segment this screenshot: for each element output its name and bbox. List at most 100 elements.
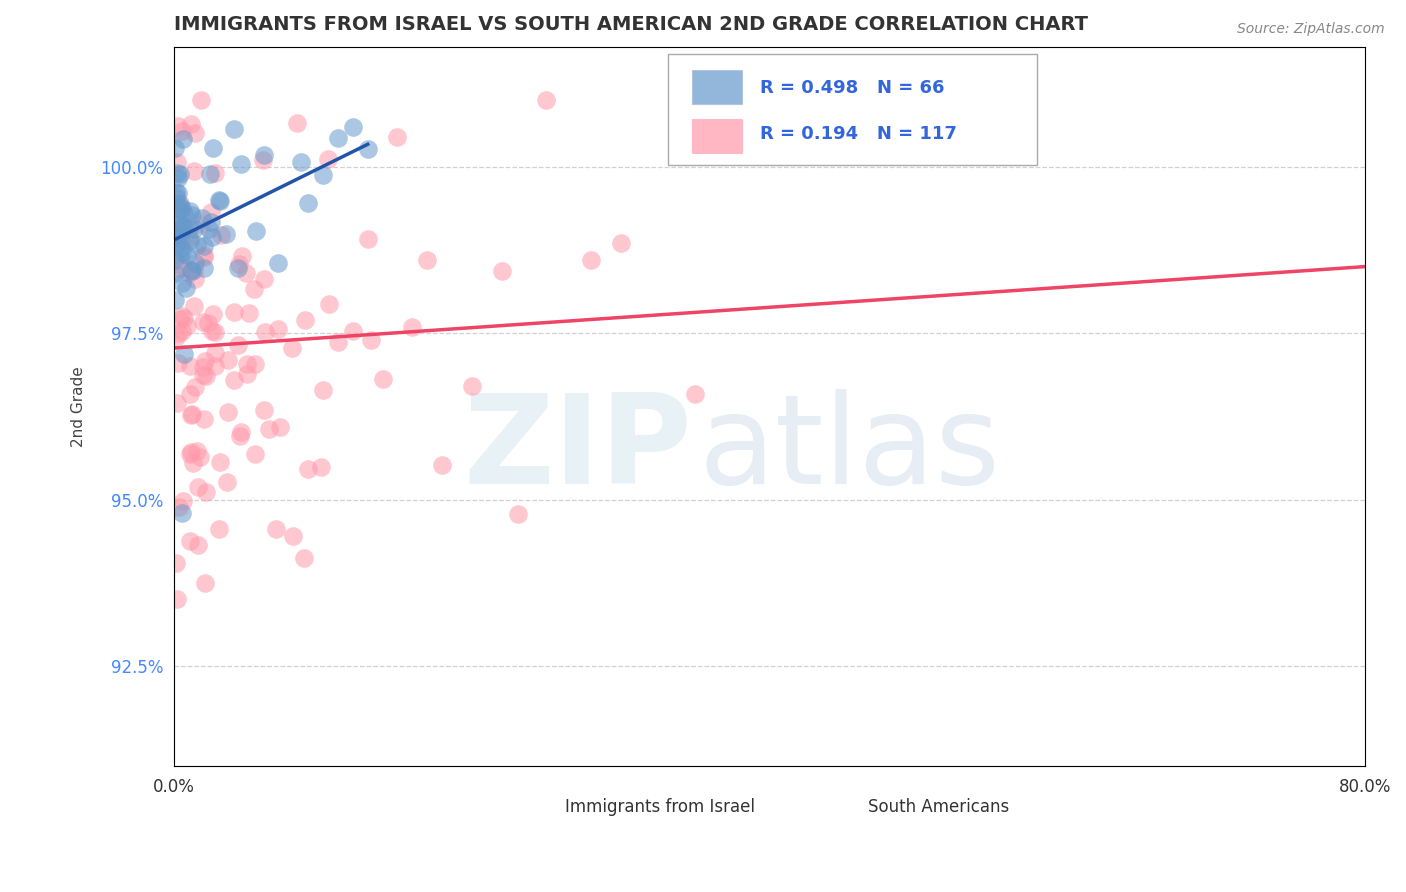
Y-axis label: 2nd Grade: 2nd Grade xyxy=(72,366,86,447)
Point xyxy=(326,334,349,349)
Point xyxy=(191,315,214,329)
Point xyxy=(167,218,190,232)
Point xyxy=(209,455,232,469)
FancyBboxPatch shape xyxy=(531,799,558,817)
Point xyxy=(202,307,225,321)
Point xyxy=(198,167,221,181)
Point xyxy=(231,249,253,263)
FancyBboxPatch shape xyxy=(668,54,1038,165)
Point xyxy=(180,408,202,422)
Point xyxy=(184,380,207,394)
Point xyxy=(224,373,246,387)
Point xyxy=(252,153,274,167)
Point xyxy=(226,260,249,275)
Point xyxy=(169,227,191,242)
Point xyxy=(297,195,319,210)
Point xyxy=(200,204,222,219)
Point xyxy=(254,326,277,340)
Point xyxy=(170,309,193,323)
Point xyxy=(179,359,201,374)
Point xyxy=(167,186,190,201)
Point xyxy=(217,353,239,368)
Point xyxy=(179,534,201,549)
Point xyxy=(191,368,214,382)
Point xyxy=(290,155,312,169)
Point xyxy=(184,126,207,140)
Point xyxy=(202,140,225,154)
Point xyxy=(283,529,305,543)
Point xyxy=(184,272,207,286)
Point xyxy=(190,217,212,231)
Point xyxy=(170,324,193,338)
Point xyxy=(166,356,188,370)
Point xyxy=(609,235,631,250)
Point xyxy=(180,208,202,222)
Point xyxy=(165,217,187,231)
Point xyxy=(204,346,226,360)
Point xyxy=(170,220,193,235)
Point xyxy=(194,353,217,368)
Point xyxy=(169,195,191,210)
Text: Source: ZipAtlas.com: Source: ZipAtlas.com xyxy=(1237,22,1385,37)
Point xyxy=(179,266,201,280)
Point xyxy=(226,337,249,351)
Point xyxy=(176,319,198,334)
Point xyxy=(208,194,231,208)
Text: atlas: atlas xyxy=(699,389,1000,510)
Point xyxy=(222,122,245,136)
Point xyxy=(267,322,290,336)
Point xyxy=(163,266,186,280)
Point xyxy=(193,412,215,426)
Point xyxy=(193,239,215,253)
Point xyxy=(204,325,226,339)
Point xyxy=(173,347,195,361)
Point xyxy=(292,550,315,565)
Point xyxy=(217,405,239,419)
Point xyxy=(579,253,602,268)
Point xyxy=(264,522,287,536)
Point xyxy=(357,142,380,156)
Point xyxy=(401,320,423,334)
Point xyxy=(312,384,335,398)
Point xyxy=(201,324,224,338)
Point xyxy=(360,333,382,347)
Point xyxy=(186,238,208,252)
Point xyxy=(430,458,453,472)
Point xyxy=(165,556,187,570)
Text: ZIP: ZIP xyxy=(464,389,692,510)
Point xyxy=(172,132,194,146)
Point xyxy=(177,230,200,244)
Point xyxy=(179,203,201,218)
Point xyxy=(167,202,190,216)
Point xyxy=(170,506,193,520)
Point xyxy=(174,281,197,295)
Point xyxy=(166,119,188,133)
Point xyxy=(536,93,558,107)
Point xyxy=(238,306,260,320)
Point xyxy=(174,208,197,222)
Point xyxy=(170,258,193,272)
Point xyxy=(318,297,340,311)
Point xyxy=(163,293,186,308)
Point xyxy=(166,222,188,236)
Point xyxy=(194,576,217,591)
Point xyxy=(387,129,409,144)
Point xyxy=(294,313,316,327)
Point xyxy=(201,229,224,244)
Point xyxy=(243,357,266,371)
Point xyxy=(170,241,193,255)
Point xyxy=(245,224,267,238)
Point xyxy=(243,447,266,461)
Point xyxy=(166,155,188,169)
Point xyxy=(285,116,308,130)
Point xyxy=(183,299,205,313)
Point xyxy=(208,193,231,207)
FancyBboxPatch shape xyxy=(835,799,862,817)
Point xyxy=(165,186,187,200)
Point xyxy=(506,507,529,521)
Point xyxy=(231,425,253,439)
Point xyxy=(169,167,191,181)
Point xyxy=(461,379,484,393)
Point xyxy=(184,256,207,270)
Point xyxy=(187,480,209,494)
